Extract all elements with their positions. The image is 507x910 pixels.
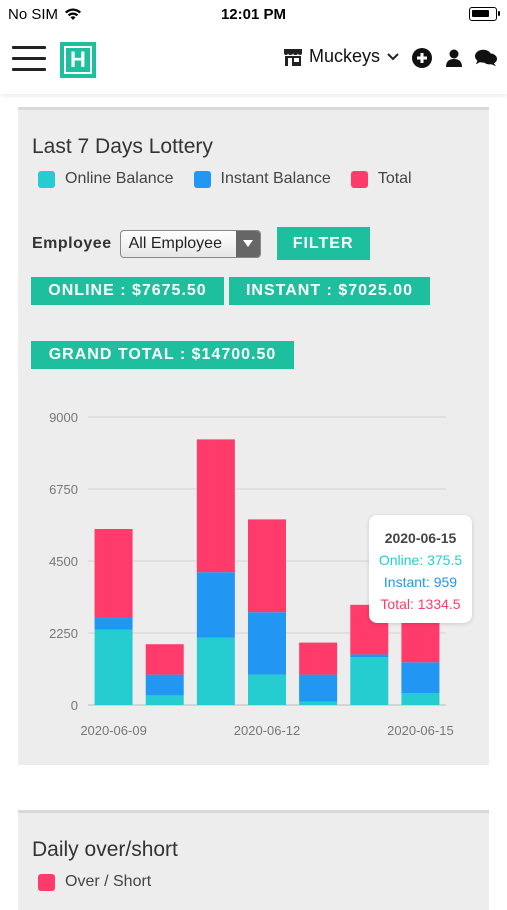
overshort-title: Daily over/short (32, 838, 178, 861)
legend-swatch (38, 170, 55, 188)
bar-segment (299, 642, 338, 675)
app-header: H Muckeys (0, 28, 507, 94)
legend-label: Total (377, 170, 412, 187)
battery-icon (469, 7, 500, 21)
plus-circle-icon (412, 48, 432, 68)
bar-segment (248, 519, 286, 613)
legend-online[interactable]: Online Balance (38, 170, 174, 188)
profile-button[interactable] (443, 47, 465, 69)
overshort-card: Daily over/short Over / Short (18, 810, 489, 910)
bar-segment (401, 692, 440, 705)
bar-segment (299, 701, 338, 705)
lottery-legend: Online Balance Instant Balance Total (38, 170, 412, 188)
status-bar: No SIM 12:01 PM (0, 0, 507, 28)
bar-segment (196, 572, 235, 638)
legend-label: Online Balance (65, 170, 174, 187)
store-icon (284, 48, 302, 66)
legend-label: Instant Balance (220, 170, 331, 187)
bar-segment (401, 662, 440, 693)
chat-button[interactable] (475, 47, 497, 69)
header-actions (411, 47, 497, 69)
tooltip-total: Total: 1334.5 (380, 596, 461, 612)
lottery-title: Last 7 Days Lottery (32, 135, 213, 158)
dropdown-arrow-icon (235, 230, 260, 257)
legend-swatch (350, 170, 368, 188)
bar-segment (196, 439, 235, 573)
grand-total-badge: GRAND TOTAL : $14700.50 (31, 341, 294, 369)
lottery-card: Last 7 Days Lottery Online Balance Insta… (18, 107, 489, 765)
y-tick-label: 4500 (49, 554, 78, 569)
chevron-down-icon (387, 52, 399, 60)
carrier-status: No SIM (8, 6, 82, 23)
logo-letter: H (64, 46, 92, 74)
bar-segment (94, 629, 133, 705)
bar-segment (248, 674, 286, 705)
carrier-label: No SIM (8, 6, 59, 23)
legend-swatch (193, 170, 211, 188)
tooltip-date: 2020-06-15 (384, 530, 457, 546)
employee-select[interactable]: All Employee (119, 229, 261, 258)
bar-segment (248, 612, 286, 675)
x-tick-label: 2020-06-15 (387, 723, 454, 738)
y-tick-label: 6750 (49, 482, 78, 497)
bar-segment (350, 654, 389, 657)
y-tick-label: 0 (71, 698, 78, 713)
x-tick-label: 2020-06-09 (80, 723, 147, 738)
bar-segment (94, 617, 133, 630)
user-icon (446, 49, 462, 67)
chart-tooltip: 2020-06-15 Online: 375.5 Instant: 959 To… (369, 515, 472, 623)
employee-label: Employee (32, 234, 112, 252)
bar-segment (350, 657, 389, 705)
tooltip-online: Online: 375.5 (378, 552, 463, 568)
app-logo: H (60, 42, 96, 78)
y-tick-label: 9000 (49, 410, 78, 425)
lottery-bar-chart: 0 2250 4500 6750 9000 2020-06-09 2020-06-12 202… (49, 410, 454, 738)
legend-instant[interactable]: Instant Balance (193, 170, 331, 188)
clock: 12:01 PM (220, 6, 287, 23)
bar-segment (401, 619, 440, 663)
legend-label: Over / Short (65, 873, 152, 890)
tooltip-instant: Instant: 959 (383, 574, 458, 590)
wifi-icon (65, 8, 82, 20)
bar-segment (196, 637, 235, 705)
store-name: Muckeys (309, 46, 381, 66)
instant-total-badge: INSTANT : $7025.00 (229, 277, 430, 305)
legend-swatch (38, 873, 55, 891)
online-total-badge: ONLINE : $7675.50 (31, 277, 224, 305)
employee-select-value: All Employee (128, 234, 222, 252)
add-button[interactable] (411, 47, 433, 69)
bar-segment (94, 529, 133, 617)
legend-total[interactable]: Total (350, 170, 412, 188)
bar-segment (145, 644, 184, 675)
bar-segment (145, 695, 184, 705)
filter-row: Employee All Employee FILTER (32, 227, 370, 260)
filter-button[interactable]: FILTER (276, 227, 370, 260)
y-tick-label: 2250 (49, 626, 78, 641)
store-selector[interactable]: Muckeys (283, 46, 400, 67)
menu-button[interactable] (12, 46, 48, 72)
overshort-legend[interactable]: Over / Short (38, 873, 151, 891)
bar-segment (145, 674, 184, 696)
comments-icon (475, 49, 497, 67)
x-tick-label: 2020-06-12 (234, 723, 301, 738)
bar-segment (299, 674, 338, 702)
